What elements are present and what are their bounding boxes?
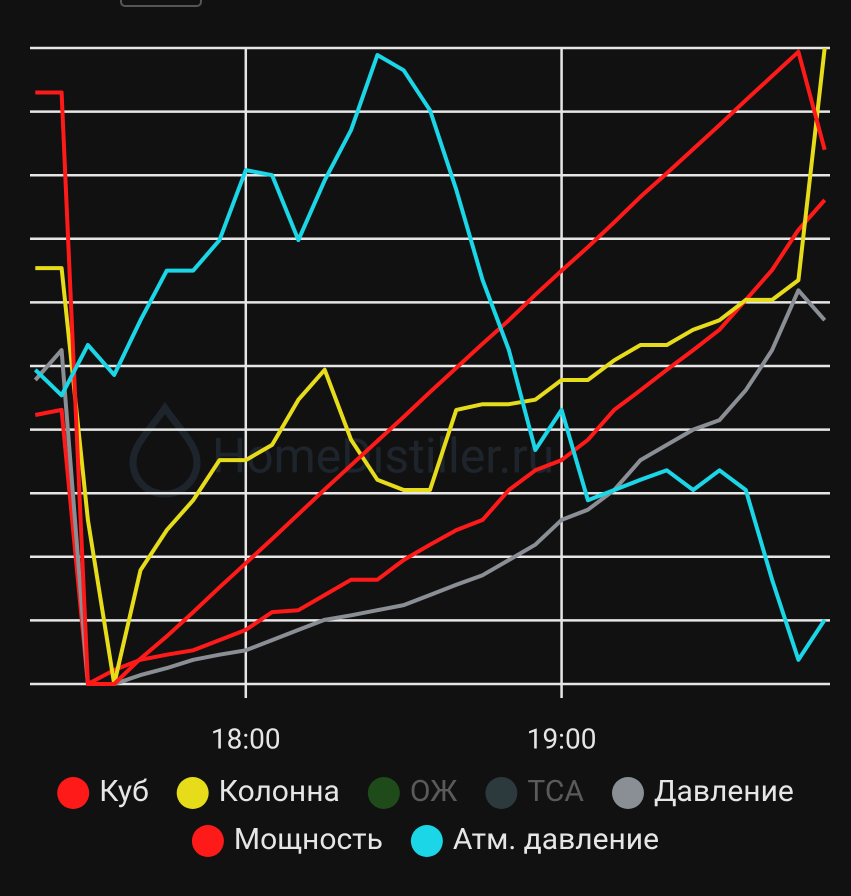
legend-swatch — [176, 777, 209, 809]
watermark-icon — [129, 401, 201, 498]
legend-swatch — [57, 777, 90, 809]
legend-item: ТСА — [485, 774, 584, 809]
series-line — [35, 49, 827, 686]
legend-label: Атм. давление — [453, 822, 659, 857]
legend-swatch — [485, 777, 518, 809]
legend-label: ОЖ — [410, 774, 458, 809]
legend-label: Куб — [99, 774, 148, 809]
legend-swatch — [191, 825, 224, 857]
legend-swatch — [611, 777, 644, 809]
legend-item: Мощность — [191, 822, 383, 857]
legend-label: ТСА — [527, 774, 584, 809]
legend-label: Мощность — [234, 822, 383, 857]
legend-row: Мощность Атм. давление — [191, 822, 659, 857]
legend-row: Куб Колонна ОЖ ТСА Давление — [57, 774, 794, 809]
x-tick-label: 19:00 — [527, 722, 597, 755]
legend-item: Атм. давление — [410, 822, 659, 857]
x-tick-label: 18:00 — [211, 722, 281, 755]
legend-swatch — [367, 777, 400, 809]
legend-label: Колонна — [219, 774, 340, 809]
series-line — [35, 47, 827, 686]
legend-item: Куб — [57, 774, 149, 809]
legend-item: Колонна — [176, 774, 340, 809]
series-line — [33, 288, 827, 686]
series-line — [34, 198, 827, 686]
top-control — [120, 0, 202, 7]
legend-item: Давление — [611, 774, 794, 809]
legend-swatch — [410, 825, 443, 857]
legend-label: Давление — [654, 774, 794, 809]
legend-item: ОЖ — [367, 774, 458, 809]
series-line — [33, 53, 827, 662]
